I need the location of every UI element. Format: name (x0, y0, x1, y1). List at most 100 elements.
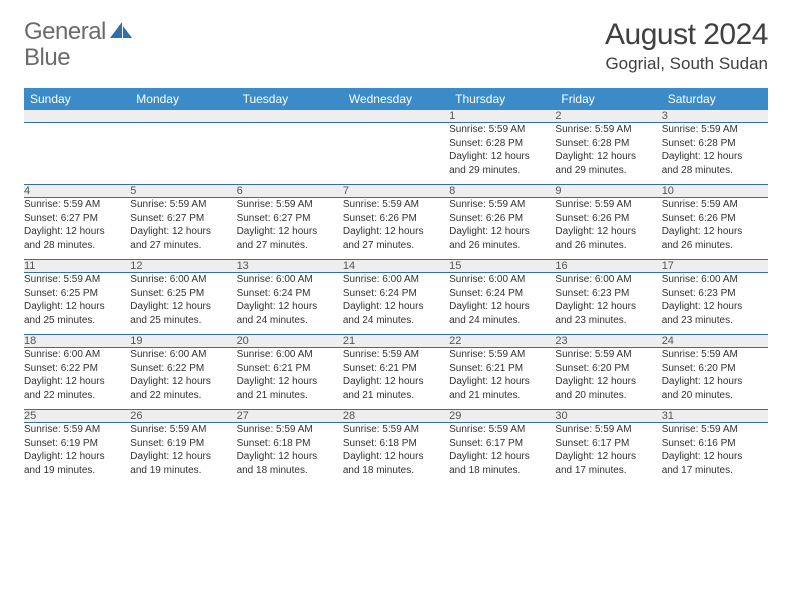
title-block: August 2024 Gogrial, South Sudan (605, 18, 768, 74)
day-cell: Sunrise: 5:59 AMSunset: 6:28 PMDaylight:… (555, 123, 661, 185)
day-cell: Sunrise: 6:00 AMSunset: 6:22 PMDaylight:… (24, 348, 130, 410)
daylight2-text: and 24 minutes. (343, 314, 449, 328)
day-cell: Sunrise: 6:00 AMSunset: 6:24 PMDaylight:… (449, 273, 555, 335)
daylight1-text: Daylight: 12 hours (343, 375, 449, 389)
daylight2-text: and 24 minutes. (237, 314, 343, 328)
daylight1-text: Daylight: 12 hours (662, 225, 768, 239)
daylight1-text: Daylight: 12 hours (237, 225, 343, 239)
daylight2-text: and 26 minutes. (662, 239, 768, 253)
sunrise-text: Sunrise: 5:59 AM (449, 198, 555, 212)
daylight2-text: and 28 minutes. (24, 239, 130, 253)
daylight1-text: Daylight: 12 hours (130, 300, 236, 314)
daylight1-text: Daylight: 12 hours (343, 450, 449, 464)
day-number: 2 (555, 110, 661, 123)
day-cell: Sunrise: 6:00 AMSunset: 6:21 PMDaylight:… (237, 348, 343, 410)
day-number: 30 (555, 410, 661, 423)
day-cell: Sunrise: 5:59 AMSunset: 6:26 PMDaylight:… (343, 198, 449, 260)
day-number: 16 (555, 260, 661, 273)
day-cell: Sunrise: 5:59 AMSunset: 6:17 PMDaylight:… (449, 423, 555, 485)
day-number: 4 (24, 185, 130, 198)
daylight1-text: Daylight: 12 hours (343, 225, 449, 239)
daylight1-text: Daylight: 12 hours (662, 300, 768, 314)
sunset-text: Sunset: 6:21 PM (343, 362, 449, 376)
day-cell: Sunrise: 5:59 AMSunset: 6:26 PMDaylight:… (449, 198, 555, 260)
day-number (24, 110, 130, 123)
brand-word-general: General (24, 18, 106, 46)
weekday-header-row: Sunday Monday Tuesday Wednesday Thursday… (24, 88, 768, 110)
sunset-text: Sunset: 6:21 PM (237, 362, 343, 376)
day-cell: Sunrise: 5:59 AMSunset: 6:28 PMDaylight:… (449, 123, 555, 185)
sunset-text: Sunset: 6:26 PM (343, 212, 449, 226)
weekday-friday: Friday (555, 88, 661, 110)
sunrise-text: Sunrise: 5:59 AM (662, 348, 768, 362)
sunset-text: Sunset: 6:23 PM (555, 287, 661, 301)
sunset-text: Sunset: 6:21 PM (449, 362, 555, 376)
weekday-monday: Monday (130, 88, 236, 110)
day-number: 7 (343, 185, 449, 198)
daylight1-text: Daylight: 12 hours (130, 450, 236, 464)
day-cell (24, 123, 130, 185)
day-number: 12 (130, 260, 236, 273)
daylight2-text: and 25 minutes. (130, 314, 236, 328)
sunrise-text: Sunrise: 5:59 AM (662, 423, 768, 437)
day-number: 13 (237, 260, 343, 273)
day-cell: Sunrise: 5:59 AMSunset: 6:19 PMDaylight:… (24, 423, 130, 485)
day-number: 3 (662, 110, 768, 123)
sunset-text: Sunset: 6:18 PM (343, 437, 449, 451)
day-number: 31 (662, 410, 768, 423)
weekday-sunday: Sunday (24, 88, 130, 110)
day-cell: Sunrise: 5:59 AMSunset: 6:26 PMDaylight:… (555, 198, 661, 260)
sunset-text: Sunset: 6:25 PM (130, 287, 236, 301)
daylight2-text: and 26 minutes. (449, 239, 555, 253)
sunrise-text: Sunrise: 5:59 AM (130, 423, 236, 437)
daylight2-text: and 27 minutes. (237, 239, 343, 253)
brand-logo: General (24, 18, 136, 46)
day-number: 17 (662, 260, 768, 273)
sunset-text: Sunset: 6:23 PM (662, 287, 768, 301)
location-label: Gogrial, South Sudan (605, 54, 768, 74)
day-number (343, 110, 449, 123)
day-cell: Sunrise: 5:59 AMSunset: 6:21 PMDaylight:… (449, 348, 555, 410)
day-cell: Sunrise: 5:59 AMSunset: 6:18 PMDaylight:… (343, 423, 449, 485)
daylight2-text: and 23 minutes. (555, 314, 661, 328)
daylight1-text: Daylight: 12 hours (449, 375, 555, 389)
daylight1-text: Daylight: 12 hours (662, 450, 768, 464)
sunrise-text: Sunrise: 5:59 AM (24, 423, 130, 437)
daylight2-text: and 29 minutes. (555, 164, 661, 178)
daylight1-text: Daylight: 12 hours (130, 375, 236, 389)
sunset-text: Sunset: 6:24 PM (449, 287, 555, 301)
sunset-text: Sunset: 6:19 PM (130, 437, 236, 451)
sunset-text: Sunset: 6:18 PM (237, 437, 343, 451)
weekday-wednesday: Wednesday (343, 88, 449, 110)
daylight1-text: Daylight: 12 hours (449, 450, 555, 464)
weekday-saturday: Saturday (662, 88, 768, 110)
day-number: 20 (237, 335, 343, 348)
daylight2-text: and 22 minutes. (130, 389, 236, 403)
daylight1-text: Daylight: 12 hours (662, 375, 768, 389)
day-cell: Sunrise: 6:00 AMSunset: 6:23 PMDaylight:… (555, 273, 661, 335)
sunset-text: Sunset: 6:24 PM (237, 287, 343, 301)
detail-row: Sunrise: 6:00 AMSunset: 6:22 PMDaylight:… (24, 348, 768, 410)
sunset-text: Sunset: 6:27 PM (237, 212, 343, 226)
sunrise-text: Sunrise: 5:59 AM (24, 273, 130, 287)
daylight2-text: and 23 minutes. (662, 314, 768, 328)
day-cell (130, 123, 236, 185)
daylight2-text: and 20 minutes. (555, 389, 661, 403)
daylight2-text: and 27 minutes. (343, 239, 449, 253)
daylight2-text: and 21 minutes. (449, 389, 555, 403)
detail-row: Sunrise: 5:59 AMSunset: 6:25 PMDaylight:… (24, 273, 768, 335)
day-number: 9 (555, 185, 661, 198)
daylight2-text: and 25 minutes. (24, 314, 130, 328)
day-cell: Sunrise: 5:59 AMSunset: 6:19 PMDaylight:… (130, 423, 236, 485)
daylight2-text: and 18 minutes. (237, 464, 343, 478)
sunrise-text: Sunrise: 6:00 AM (24, 348, 130, 362)
sunrise-text: Sunrise: 5:59 AM (555, 198, 661, 212)
daylight2-text: and 18 minutes. (343, 464, 449, 478)
sail-icon (108, 20, 134, 40)
daylight1-text: Daylight: 12 hours (449, 225, 555, 239)
daylight2-text: and 28 minutes. (662, 164, 768, 178)
daylight1-text: Daylight: 12 hours (555, 450, 661, 464)
sunrise-text: Sunrise: 5:59 AM (662, 123, 768, 137)
day-number: 23 (555, 335, 661, 348)
sunset-text: Sunset: 6:17 PM (449, 437, 555, 451)
